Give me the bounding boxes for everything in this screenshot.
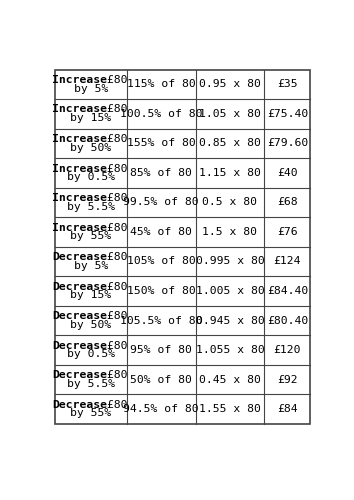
Text: 99.5% of 80: 99.5% of 80 — [123, 198, 199, 207]
Text: by 5%: by 5% — [74, 261, 108, 271]
Text: by 15%: by 15% — [70, 290, 112, 300]
Text: by 5%: by 5% — [74, 84, 108, 94]
Text: 1.15 x 80: 1.15 x 80 — [199, 168, 261, 178]
Text: £79.60: £79.60 — [267, 138, 308, 148]
Text: Increase: Increase — [52, 104, 107, 115]
Text: by 50%: by 50% — [70, 320, 112, 330]
Text: by 0.5%: by 0.5% — [67, 172, 115, 182]
Text: £80: £80 — [100, 252, 127, 262]
Text: 0.45 x 80: 0.45 x 80 — [199, 374, 261, 384]
Text: £80: £80 — [100, 370, 127, 380]
Text: £80.40: £80.40 — [267, 316, 308, 326]
Text: 95% of 80: 95% of 80 — [130, 345, 192, 355]
Text: £120: £120 — [274, 345, 301, 355]
Text: by 55%: by 55% — [70, 408, 112, 418]
Text: £68: £68 — [277, 198, 298, 207]
Text: Increase: Increase — [52, 75, 107, 85]
Text: £124: £124 — [274, 256, 301, 266]
Text: 94.5% of 80: 94.5% of 80 — [123, 404, 199, 414]
Text: £75.40: £75.40 — [267, 109, 308, 119]
Text: 115% of 80: 115% of 80 — [127, 80, 195, 90]
Text: 1.055 x 80: 1.055 x 80 — [196, 345, 264, 355]
Text: 0.5 x 80: 0.5 x 80 — [202, 198, 257, 207]
Text: £80: £80 — [100, 282, 127, 292]
Text: 85% of 80: 85% of 80 — [130, 168, 192, 178]
Text: £84.40: £84.40 — [267, 286, 308, 296]
Text: £76: £76 — [277, 227, 298, 237]
Text: 0.945 x 80: 0.945 x 80 — [196, 316, 264, 326]
Text: 1.05 x 80: 1.05 x 80 — [199, 109, 261, 119]
Text: £80: £80 — [100, 104, 127, 115]
Text: 45% of 80: 45% of 80 — [130, 227, 192, 237]
Text: by 55%: by 55% — [70, 232, 112, 241]
Text: £40: £40 — [277, 168, 298, 178]
Text: Decrease: Decrease — [52, 340, 107, 350]
Text: £80: £80 — [100, 134, 127, 144]
Text: £80: £80 — [100, 340, 127, 350]
Text: 1.55 x 80: 1.55 x 80 — [199, 404, 261, 414]
Text: Increase: Increase — [52, 193, 107, 203]
Text: 0.95 x 80: 0.95 x 80 — [199, 80, 261, 90]
Text: 150% of 80: 150% of 80 — [127, 286, 195, 296]
Text: by 0.5%: by 0.5% — [67, 350, 115, 360]
Text: 50% of 80: 50% of 80 — [130, 374, 192, 384]
Text: Decrease: Decrease — [52, 282, 107, 292]
Text: by 50%: by 50% — [70, 143, 112, 153]
Text: Increase: Increase — [52, 222, 107, 232]
Text: by 15%: by 15% — [70, 114, 112, 124]
Text: £80: £80 — [100, 164, 127, 173]
Text: £35: £35 — [277, 80, 298, 90]
Text: Decrease: Decrease — [52, 311, 107, 321]
Text: 0.995 x 80: 0.995 x 80 — [196, 256, 264, 266]
Text: Decrease: Decrease — [52, 400, 107, 409]
Text: by 5.5%: by 5.5% — [67, 202, 115, 212]
Text: 1.005 x 80: 1.005 x 80 — [196, 286, 264, 296]
Text: £92: £92 — [277, 374, 298, 384]
Text: £80: £80 — [100, 222, 127, 232]
Text: 105% of 80: 105% of 80 — [127, 256, 195, 266]
Text: 0.85 x 80: 0.85 x 80 — [199, 138, 261, 148]
Text: £80: £80 — [100, 75, 127, 85]
Text: Decrease: Decrease — [52, 370, 107, 380]
Text: 1.5 x 80: 1.5 x 80 — [202, 227, 257, 237]
Text: 100.5% of 80: 100.5% of 80 — [120, 109, 202, 119]
Text: by 5.5%: by 5.5% — [67, 379, 115, 389]
Text: £80: £80 — [100, 400, 127, 409]
Text: £84: £84 — [277, 404, 298, 414]
Text: £80: £80 — [100, 193, 127, 203]
Text: Increase: Increase — [52, 134, 107, 144]
Text: Increase: Increase — [52, 164, 107, 173]
Text: 105.5% of 80: 105.5% of 80 — [120, 316, 202, 326]
Text: Decrease: Decrease — [52, 252, 107, 262]
Text: £80: £80 — [100, 311, 127, 321]
Text: 155% of 80: 155% of 80 — [127, 138, 195, 148]
